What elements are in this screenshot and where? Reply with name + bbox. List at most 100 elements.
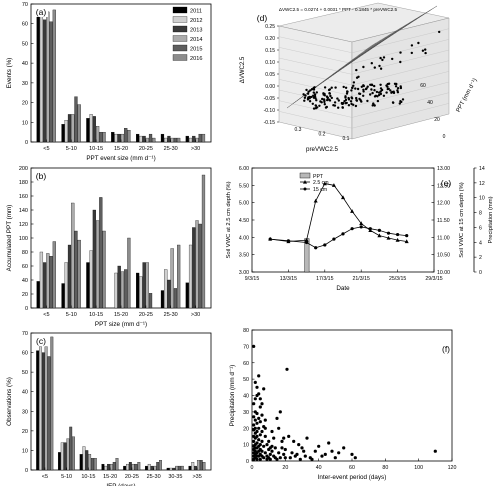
data-point — [282, 436, 286, 440]
data-point — [337, 106, 340, 109]
y-tick-label: 70 — [22, 2, 28, 8]
bar — [177, 244, 181, 309]
bar — [64, 120, 68, 143]
data-point — [305, 88, 308, 92]
bar — [43, 262, 47, 309]
data-point — [292, 439, 296, 443]
x-tick-label: 15-20 — [114, 146, 128, 152]
data-point — [358, 92, 361, 95]
x-axis-label: Date — [336, 285, 350, 292]
plot-equation: ΔVWC2.5 = 0.0274 + 0.0031 * PPT - 0.1845… — [279, 7, 398, 12]
legend-swatch — [172, 44, 188, 52]
y-tick-label: 20 — [243, 426, 249, 432]
bar — [39, 7, 44, 143]
data-point — [288, 456, 292, 460]
plot-frame — [251, 167, 435, 273]
data-point — [302, 449, 306, 453]
bar — [36, 15, 40, 143]
x-tick-label: >30 — [191, 312, 200, 318]
data-point — [273, 456, 277, 460]
series-marker — [341, 195, 345, 200]
bar — [159, 460, 162, 471]
legend-label: 2013 — [190, 28, 202, 34]
series-marker — [377, 233, 382, 238]
data-point — [382, 56, 386, 59]
y-tick-label: 20 — [22, 292, 28, 298]
x-tick-label: 20 — [282, 465, 288, 471]
bar — [152, 137, 156, 143]
data-point — [262, 456, 266, 460]
data-point — [355, 76, 359, 79]
wall-gridline — [351, 71, 450, 97]
data-point — [366, 85, 369, 88]
y3-tick-label: 4 — [479, 240, 482, 246]
data-point — [343, 100, 346, 103]
bar — [194, 465, 197, 471]
data-point — [328, 99, 332, 102]
data-point — [379, 83, 382, 87]
bar — [86, 118, 90, 143]
data-point — [385, 84, 388, 87]
series-marker — [359, 221, 364, 226]
legend-marker — [303, 180, 307, 184]
z-tick-label: -0.10 — [264, 108, 276, 114]
bar — [112, 462, 116, 471]
data-point — [252, 439, 256, 443]
series-marker — [332, 237, 336, 241]
data-point — [364, 87, 368, 91]
data-point — [379, 92, 383, 96]
data-point — [370, 62, 373, 65]
y2-tick-label: 12.50 — [437, 183, 450, 189]
data-point — [257, 438, 261, 442]
bar — [198, 223, 202, 309]
bar — [196, 460, 200, 471]
y-tick-label: 5.00 — [239, 201, 249, 207]
bar — [102, 131, 106, 143]
y3-tick-label: 6 — [479, 225, 482, 231]
bar — [173, 137, 178, 143]
legend-swatch — [172, 16, 188, 23]
data-point — [433, 449, 437, 453]
x-tick-label: 13/3/15 — [280, 276, 297, 282]
bar — [95, 126, 100, 143]
data-point — [362, 94, 365, 98]
bar — [124, 269, 128, 309]
data-point — [387, 82, 391, 85]
wall-gridline — [351, 92, 450, 118]
z-tick-label: 0.10 — [265, 60, 275, 66]
data-point — [312, 86, 315, 90]
bar — [172, 467, 176, 471]
y3-tick-label: 8 — [479, 211, 482, 217]
data-point — [392, 90, 395, 93]
y-tick-label: 70 — [22, 331, 28, 337]
data-point — [355, 96, 358, 100]
y-tick-label: 0 — [25, 468, 28, 474]
y-axis-label: PPT (mm d⁻¹) — [456, 78, 479, 114]
data-point — [370, 88, 373, 91]
bar — [104, 465, 108, 471]
data-point — [255, 393, 259, 398]
data-point — [392, 101, 395, 105]
bar — [164, 269, 168, 309]
data-point — [325, 95, 329, 98]
data-point — [389, 89, 392, 92]
data-point — [372, 102, 375, 105]
data-point — [424, 48, 427, 51]
data-point — [258, 457, 262, 461]
y-tick-label: 40 — [243, 394, 249, 400]
data-point — [298, 457, 302, 461]
data-point — [283, 456, 287, 460]
legend-marker — [303, 187, 307, 191]
series-marker — [368, 227, 372, 231]
bar — [89, 250, 93, 309]
data-point — [375, 90, 379, 94]
data-point — [377, 93, 381, 97]
bar — [66, 438, 70, 471]
y2-axis-label: Soil VWC at 15 cm depth (%) — [459, 182, 465, 257]
y-tick-label: 0 — [443, 134, 446, 140]
data-point — [267, 439, 271, 443]
y-tick-label: 5.50 — [239, 183, 249, 189]
series-marker — [286, 239, 290, 243]
data-point — [255, 385, 259, 389]
